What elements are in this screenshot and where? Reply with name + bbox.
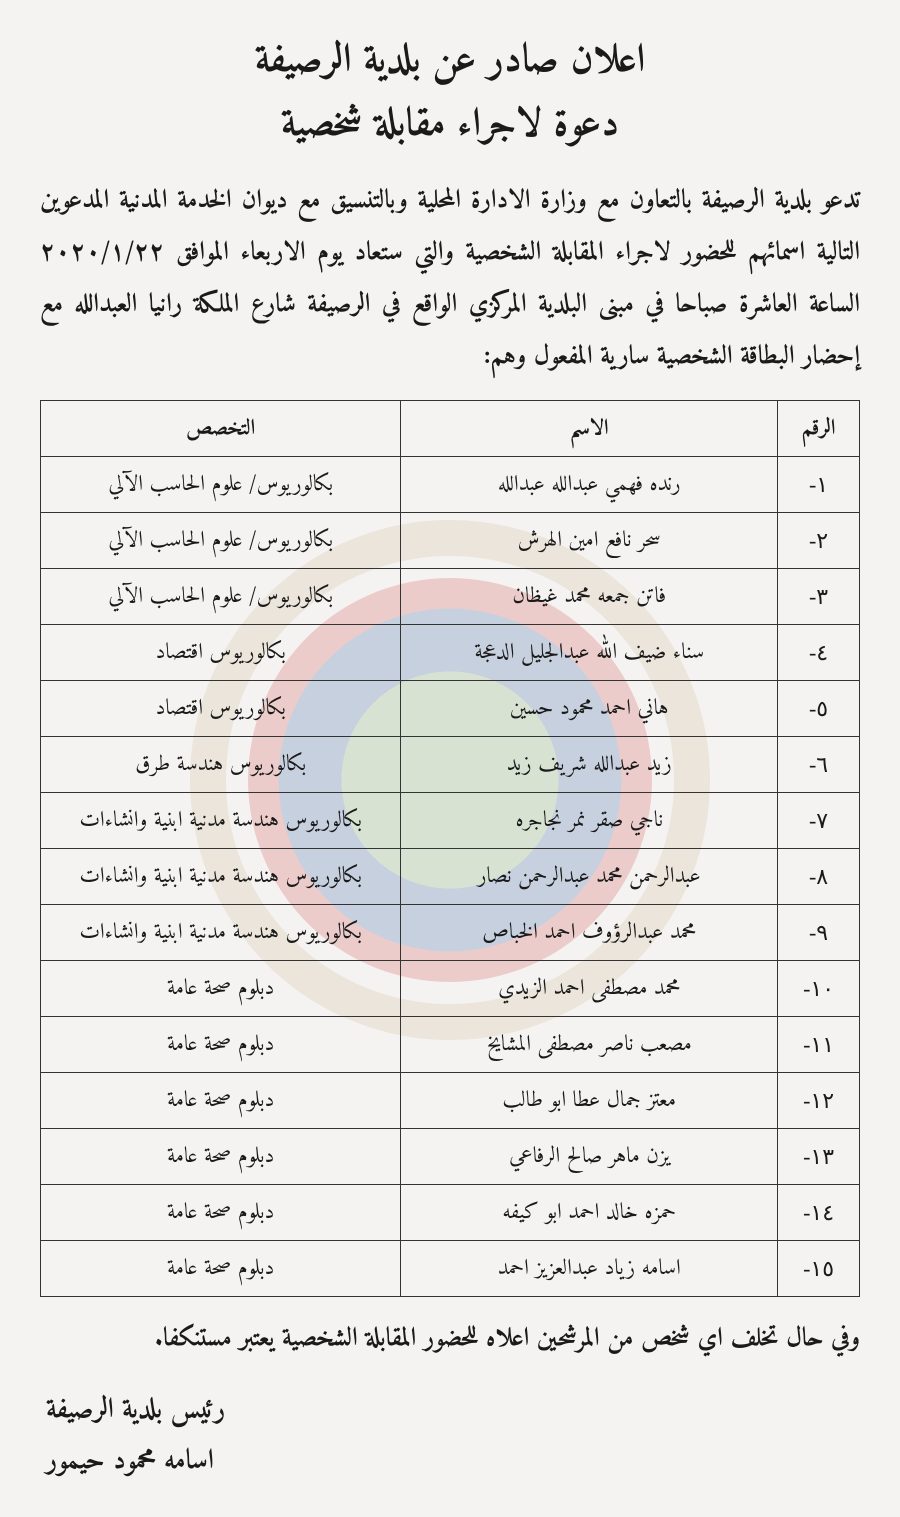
cell-number: -١٢: [778, 1073, 860, 1129]
cell-number: -٤: [778, 625, 860, 681]
col-header-number: الرقم: [778, 401, 860, 457]
title-line-1: اعلان صادر عن بلدية الرصيفة: [40, 30, 860, 94]
cell-name: مصعب ناصر مصطفى المشايخ: [401, 1017, 778, 1073]
cell-name: محمد عبدالرؤوف احمد الخباص: [401, 905, 778, 961]
document-title: اعلان صادر عن بلدية الرصيفة دعوة لاجراء …: [40, 30, 860, 158]
cell-number: -٥: [778, 681, 860, 737]
table-row: -١٢معتز جمال عطا ابو طالبدبلوم صحة عامة: [41, 1073, 860, 1129]
cell-number: -١٥: [778, 1241, 860, 1297]
cell-number: -١٣: [778, 1129, 860, 1185]
cell-number: -١١: [778, 1017, 860, 1073]
cell-number: -٧: [778, 793, 860, 849]
title-line-2: دعوة لاجراء مقابلة شخصية: [40, 94, 860, 158]
cell-number: -٣: [778, 569, 860, 625]
signatory-name: اسامه محمود حيمور: [46, 1437, 860, 1487]
table-row: -١٤حمزه خالد احمد ابو كيفهدبلوم صحة عامة: [41, 1185, 860, 1241]
table-row: -٤سناء ضيف الله عبدالجليل الدعجةبكالوريو…: [41, 625, 860, 681]
footer-note: وفي حال تخلف اي شخص من المرشحين اعلاه لل…: [40, 1315, 860, 1364]
document: اعلان صادر عن بلدية الرصيفة دعوة لاجراء …: [40, 30, 860, 1487]
table-row: -٥هاني احمد محمود حسينبكالوريوس اقتصاد: [41, 681, 860, 737]
cell-name: معتز جمال عطا ابو طالب: [401, 1073, 778, 1129]
cell-name: حمزه خالد احمد ابو كيفه: [401, 1185, 778, 1241]
col-header-name: الاسم: [401, 401, 778, 457]
table-header: الرقم الاسم التخصص: [41, 401, 860, 457]
col-header-spec: التخصص: [41, 401, 401, 457]
table-row: -٢سحر نافع امين الهرشبكالوريوس/ علوم الح…: [41, 513, 860, 569]
cell-number: -٨: [778, 849, 860, 905]
cell-name: محمد مصطفى احمد الزيدي: [401, 961, 778, 1017]
cell-number: -١٤: [778, 1185, 860, 1241]
candidates-table: الرقم الاسم التخصص -١رنده فهمي عبدالله ع…: [40, 400, 860, 1297]
cell-spec: بكالوريوس اقتصاد: [41, 681, 401, 737]
cell-spec: بكالوريوس هندسة مدنية ابنية وانشاءات: [41, 849, 401, 905]
table-body: -١رنده فهمي عبدالله عبداللهبكالوريوس/ عل…: [41, 457, 860, 1297]
cell-number: -٢: [778, 513, 860, 569]
cell-name: سناء ضيف الله عبدالجليل الدعجة: [401, 625, 778, 681]
cell-spec: بكالوريوس/ علوم الحاسب الآلي: [41, 457, 401, 513]
table-row: -٦زيد عبدالله شريف زيدبكالوريوس هندسة طر…: [41, 737, 860, 793]
table-row: -١رنده فهمي عبدالله عبداللهبكالوريوس/ عل…: [41, 457, 860, 513]
cell-name: يزن ماهر صالح الرفاعي: [401, 1129, 778, 1185]
cell-name: فاتن جمعه محمد غيظان: [401, 569, 778, 625]
cell-spec: دبلوم صحة عامة: [41, 1129, 401, 1185]
table-row: -١١مصعب ناصر مصطفى المشايخدبلوم صحة عامة: [41, 1017, 860, 1073]
cell-spec: دبلوم صحة عامة: [41, 1185, 401, 1241]
cell-spec: دبلوم صحة عامة: [41, 1073, 401, 1129]
cell-spec: دبلوم صحة عامة: [41, 1241, 401, 1297]
signature-block: رئيس بلدية الرصيفة اسامه محمود حيمور: [40, 1386, 860, 1487]
table-row: -١٣يزن ماهر صالح الرفاعيدبلوم صحة عامة: [41, 1129, 860, 1185]
table-row: -١٠محمد مصطفى احمد الزيديدبلوم صحة عامة: [41, 961, 860, 1017]
table-row: -١٥اسامه زياد عبدالعزيز احمددبلوم صحة عا…: [41, 1241, 860, 1297]
cell-name: عبدالرحمن محمد عبدالرحمن نصار: [401, 849, 778, 905]
table-row: -٨عبدالرحمن محمد عبدالرحمن نصاربكالوريوس…: [41, 849, 860, 905]
cell-spec: بكالوريوس/ علوم الحاسب الآلي: [41, 569, 401, 625]
cell-spec: دبلوم صحة عامة: [41, 1017, 401, 1073]
cell-number: -٦: [778, 737, 860, 793]
cell-spec: بكالوريوس هندسة طرق: [41, 737, 401, 793]
table-row: -٣فاتن جمعه محمد غيظانبكالوريوس/ علوم ال…: [41, 569, 860, 625]
cell-spec: دبلوم صحة عامة: [41, 961, 401, 1017]
table-row: -٧ناجي صقر نمر نجاجرهبكالوريوس هندسة مدن…: [41, 793, 860, 849]
signatory-role: رئيس بلدية الرصيفة: [46, 1386, 860, 1436]
cell-spec: بكالوريوس هندسة مدنية ابنية وانشاءات: [41, 793, 401, 849]
table-row: -٩محمد عبدالرؤوف احمد الخباصبكالوريوس هن…: [41, 905, 860, 961]
cell-number: -١: [778, 457, 860, 513]
cell-name: رنده فهمي عبدالله عبدالله: [401, 457, 778, 513]
cell-name: ناجي صقر نمر نجاجره: [401, 793, 778, 849]
cell-number: -٩: [778, 905, 860, 961]
cell-name: اسامه زياد عبدالعزيز احمد: [401, 1241, 778, 1297]
cell-spec: بكالوريوس اقتصاد: [41, 625, 401, 681]
cell-spec: بكالوريوس هندسة مدنية ابنية وانشاءات: [41, 905, 401, 961]
intro-paragraph: تدعو بلدية الرصيفة بالتعاون مع وزارة الا…: [40, 176, 860, 384]
cell-name: هاني احمد محمود حسين: [401, 681, 778, 737]
cell-name: زيد عبدالله شريف زيد: [401, 737, 778, 793]
cell-spec: بكالوريوس/ علوم الحاسب الآلي: [41, 513, 401, 569]
cell-name: سحر نافع امين الهرش: [401, 513, 778, 569]
cell-number: -١٠: [778, 961, 860, 1017]
